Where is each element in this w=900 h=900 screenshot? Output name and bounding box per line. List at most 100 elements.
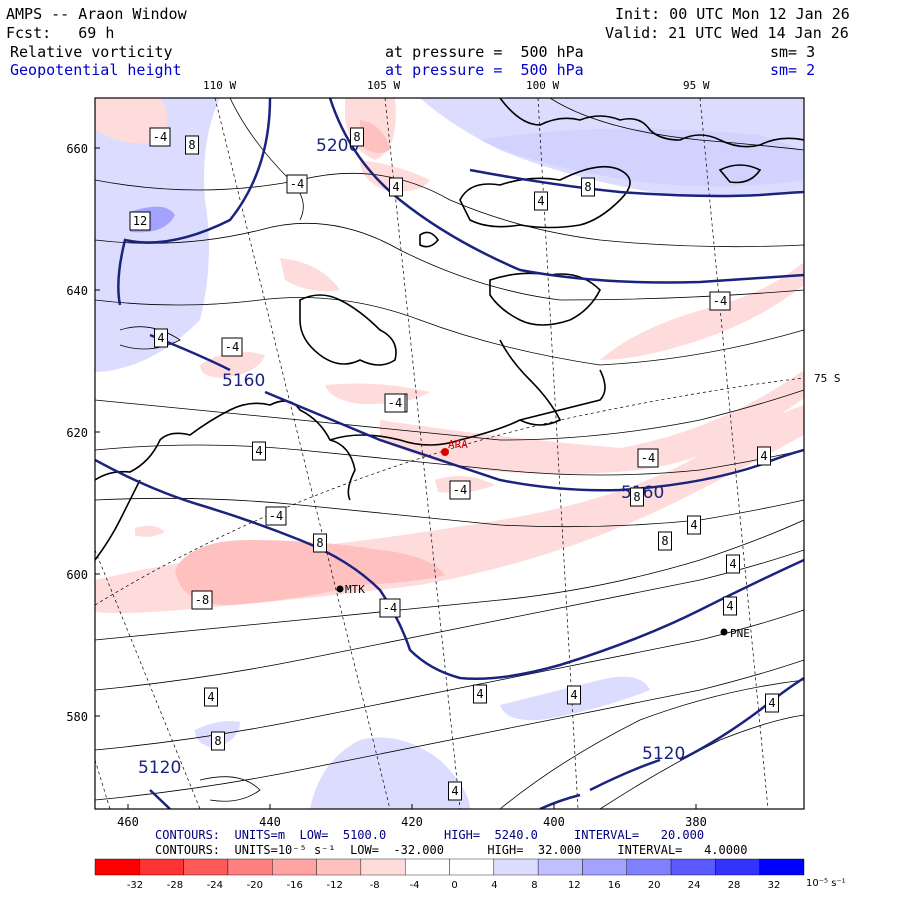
field1-smoothing: sm= 3 bbox=[770, 43, 816, 61]
vorticity-label: 12 bbox=[133, 214, 147, 228]
vorticity-label: -4 bbox=[383, 601, 397, 615]
colorbar-tick-label: 0 bbox=[451, 880, 457, 891]
height-label: 5160 bbox=[222, 371, 265, 391]
colorbar-swatch bbox=[272, 858, 317, 876]
vorticity-label-box bbox=[765, 693, 779, 713]
vorticity-labels: -4 8 8 -4 4 12 4 8 -4 -4 -4 4 -4 -4 -4 4 8 -8 -4 4 8 4 8 4 4 4 4 4 4… bbox=[129, 127, 779, 801]
init-time: Init: 00 UTC Mon 12 Jan 26 bbox=[615, 5, 850, 23]
colorbar-swatch bbox=[449, 858, 495, 876]
vorticity-label-box bbox=[379, 598, 401, 618]
lon-label-100w: 100 W bbox=[526, 79, 559, 92]
colorbar-tick-label: -8 bbox=[370, 880, 380, 891]
vorticity-label: 4 bbox=[570, 688, 577, 702]
colorbar-swatch bbox=[582, 858, 627, 876]
colorbar-swatch bbox=[94, 858, 140, 876]
vorticity-label-box bbox=[185, 135, 199, 155]
field2-name: Geopotential height bbox=[10, 61, 182, 79]
y-tick-label: 660 bbox=[66, 142, 88, 156]
field1-level: at pressure = 500 hPa bbox=[385, 43, 584, 61]
vorticity-label: 8 bbox=[633, 490, 640, 504]
lat-label-75s: 75 S bbox=[814, 372, 841, 385]
vorticity-label-box bbox=[204, 687, 218, 707]
colorbar-swatch bbox=[493, 858, 539, 876]
colorbar: -32 -28 -24 -20 -16 -12 -8 -4 0 4 8 12 16 20 24 28 32 10⁻… bbox=[94, 858, 846, 891]
colorbar-swatch bbox=[626, 858, 672, 876]
vorticity-label: 8 bbox=[316, 536, 323, 550]
station-mtk-label: MTK bbox=[345, 583, 365, 596]
vorticity-label: -4 bbox=[388, 396, 402, 410]
vorticity-label: 4 bbox=[690, 518, 697, 532]
vorticity-label: -4 bbox=[290, 177, 304, 191]
vorticity-label-box bbox=[637, 448, 659, 468]
colorbar-swatch bbox=[139, 858, 184, 876]
field1-name: Relative vorticity bbox=[10, 43, 173, 61]
x-tick-label: 460 bbox=[117, 815, 139, 829]
vorticity-label-box bbox=[265, 506, 287, 526]
vorticity-contour-info: CONTOURS: UNITS=10⁻⁵ s⁻¹ LOW= -32.000 HI… bbox=[155, 843, 748, 857]
colorbar-swatch bbox=[183, 858, 229, 876]
colorbar-swatch bbox=[537, 858, 583, 876]
vorticity-label: 4 bbox=[451, 784, 458, 798]
vorticity-label: 4 bbox=[760, 449, 767, 463]
colorbar-swatch bbox=[715, 858, 760, 876]
vorticity-label-box bbox=[723, 596, 737, 616]
vorticity-label: -8 bbox=[195, 593, 209, 607]
vorticity-label-box bbox=[313, 533, 327, 553]
valid-time: Valid: 21 UTC Wed 14 Jan 26 bbox=[605, 24, 849, 42]
height-contour-info: CONTOURS: UNITS=m LOW= 5100.0 HIGH= 5240… bbox=[155, 828, 705, 842]
vorticity-label: 4 bbox=[392, 180, 399, 194]
colorbar-tick-label: 24 bbox=[688, 880, 701, 891]
vorticity-label: 8 bbox=[214, 734, 221, 748]
lon-label-105w: 105 W bbox=[367, 79, 400, 92]
lon-label-95w: 95 W bbox=[683, 79, 710, 92]
colorbar-tick-label: 16 bbox=[608, 880, 621, 891]
vorticity-label: 4 bbox=[537, 194, 544, 208]
field2-level: at pressure = 500 hPa bbox=[385, 61, 584, 79]
vorticity-label-box bbox=[211, 731, 225, 751]
vorticity-label-box bbox=[384, 393, 406, 413]
vorticity-label: 4 bbox=[255, 444, 262, 458]
station-ara-marker bbox=[441, 448, 449, 456]
vorticity-label: -4 bbox=[269, 509, 283, 523]
vorticity-label: 4 bbox=[207, 690, 214, 704]
colorbar-units: 10⁻⁵ s⁻¹ bbox=[806, 878, 846, 889]
vorticity-label: -4 bbox=[713, 294, 727, 308]
x-tick-label: 400 bbox=[543, 815, 565, 829]
vorticity-label: 4 bbox=[476, 687, 483, 701]
field2-smoothing: sm= 2 bbox=[770, 61, 816, 79]
colorbar-tick-label: -12 bbox=[327, 880, 343, 891]
colorbar-swatch bbox=[316, 858, 362, 876]
vorticity-label-box bbox=[687, 515, 701, 535]
vorticity-label: -4 bbox=[225, 340, 239, 354]
product-title: AMPS -- Araon Window bbox=[6, 5, 187, 23]
vorticity-label: -4 bbox=[453, 483, 467, 497]
vorticity-label-box bbox=[154, 328, 168, 348]
vorticity-label-box bbox=[448, 781, 462, 801]
colorbar-tick-label: -4 bbox=[410, 880, 420, 891]
forecast-hour: Fcst: 69 h bbox=[6, 24, 115, 42]
vorticity-label: 4 bbox=[768, 696, 775, 710]
y-tick-label: 600 bbox=[66, 568, 88, 582]
vorticity-label-box bbox=[149, 127, 171, 147]
station-ara-label: ARA bbox=[448, 438, 468, 451]
vorticity-label-box bbox=[473, 684, 487, 704]
colorbar-tick-label: 20 bbox=[648, 880, 661, 891]
colorbar-tick-label: -28 bbox=[167, 880, 183, 891]
vorticity-label-box bbox=[757, 446, 771, 466]
vorticity-label-box bbox=[252, 441, 266, 461]
colorbar-tick-label: 8 bbox=[531, 880, 537, 891]
vorticity-label: -4 bbox=[641, 451, 655, 465]
vorticity-label-box bbox=[221, 337, 243, 357]
colorbar-swatch bbox=[404, 858, 450, 876]
station-pne-marker bbox=[720, 628, 728, 636]
vorticity-label-box bbox=[389, 177, 403, 197]
vorticity-label-box bbox=[286, 174, 308, 194]
y-tick-label: 640 bbox=[66, 284, 88, 298]
colorbar-swatch bbox=[759, 858, 805, 876]
vorticity-label-box bbox=[567, 685, 581, 705]
vorticity-label: 8 bbox=[188, 138, 195, 152]
colorbar-tick-label: -32 bbox=[127, 880, 143, 891]
latlon-grid bbox=[95, 98, 804, 809]
vorticity-label-box bbox=[726, 554, 740, 574]
